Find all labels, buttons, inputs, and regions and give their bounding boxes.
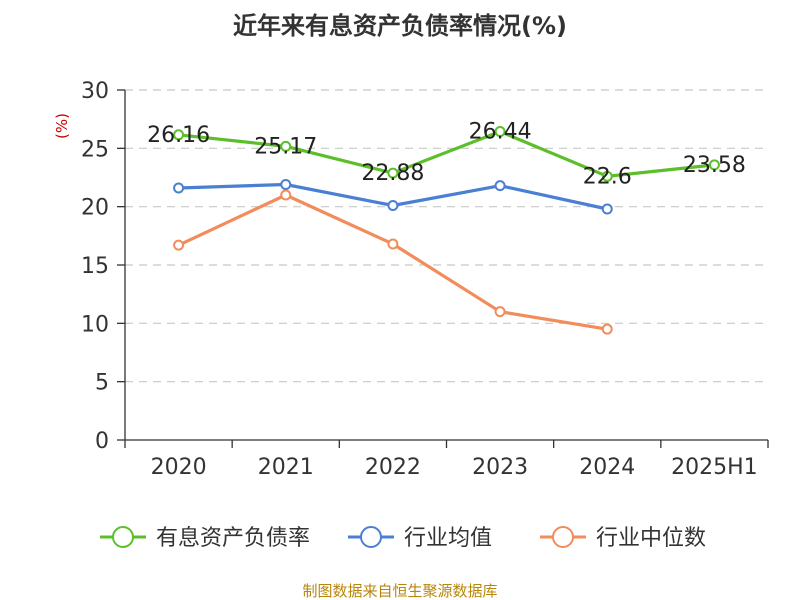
- data-point: [173, 239, 185, 251]
- data-label: 25.17: [254, 134, 317, 159]
- data-point: [494, 180, 506, 192]
- data-point: [280, 140, 292, 152]
- data-point: [173, 182, 185, 194]
- data-label: 23.58: [683, 153, 746, 178]
- data-point: [173, 129, 185, 141]
- x-tick-label: 2022: [365, 455, 421, 480]
- x-tick-label: 2023: [472, 455, 528, 480]
- data-label: 26.16: [147, 123, 210, 148]
- series-layer: [173, 126, 720, 335]
- y-tick-label: 25: [81, 137, 109, 162]
- x-tick-label: 2021: [258, 455, 314, 480]
- data-point: [387, 200, 399, 211]
- data-point: [280, 189, 292, 201]
- y-tick-label: 15: [81, 254, 109, 279]
- x-tick-label: 2024: [579, 455, 635, 480]
- y-tick-label: 20: [81, 196, 109, 221]
- legend-swatch-marker: [552, 526, 574, 548]
- y-tick-label: 30: [81, 79, 109, 104]
- y-tick-label: 10: [81, 312, 109, 337]
- data-point: [280, 179, 292, 190]
- x-tick-label: 2020: [151, 455, 207, 480]
- legend-label: 行业中位数: [596, 526, 706, 551]
- source-note: 制图数据来自恒生聚源数据库: [302, 582, 497, 600]
- legend-swatch-marker: [112, 526, 134, 548]
- legend-label: 有息资产负债率: [156, 526, 310, 551]
- data-label: 22.88: [361, 161, 424, 186]
- legend-swatch-marker: [360, 526, 382, 548]
- data-label-layer: 26.16 25.17 22.88 26.44 22.6 23.58: [147, 120, 746, 190]
- data-point: [601, 203, 613, 215]
- data-point: [387, 167, 399, 179]
- grid-layer: [125, 89, 768, 383]
- data-point: [601, 170, 613, 182]
- data-label: 26.44: [469, 120, 532, 145]
- legend: 有息资产负债率 行业均值 行业中位数: [100, 526, 706, 551]
- data-label: 22.6: [583, 164, 632, 189]
- x-tick-label: 2025H1: [671, 455, 758, 480]
- y-tick-label: 0: [95, 429, 109, 454]
- axis-layer: 0 5 10 15 20 25 30 2020 2021 2022 2023 2024 2025H1: [81, 79, 769, 480]
- legend-label: 行业均值: [404, 526, 492, 551]
- series-line-0: [176, 129, 717, 178]
- y-tick-label: 5: [95, 371, 109, 396]
- data-point: [387, 238, 399, 250]
- y-axis-unit: (%): [53, 113, 71, 139]
- data-point: [494, 306, 506, 318]
- data-point: [708, 159, 720, 171]
- data-point: [494, 126, 506, 138]
- series-line-2: [176, 193, 609, 331]
- data-point: [601, 323, 613, 335]
- chart-title: 近年来有息资产负债率情况(%): [233, 12, 567, 40]
